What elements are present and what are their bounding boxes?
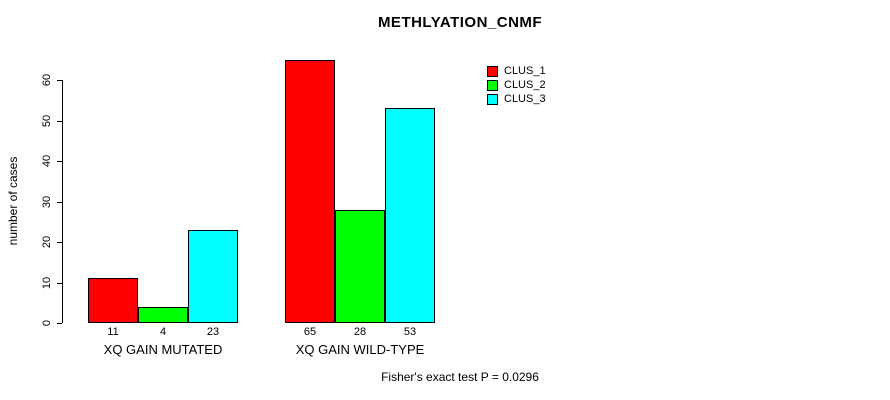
y-axis-tick-label: 50 [41,114,53,127]
bar-clus_1-group2 [285,59,335,323]
x-axis-group-label: XQ GAIN WILD-TYPE [295,342,425,357]
y-axis-tick-label: 20 [41,235,53,249]
legend-entry-clus_3: CLUS_3 [487,93,546,105]
y-axis-tick [57,120,62,122]
bar-clus_1-group1 [88,278,138,323]
bar-clus_2-group1 [138,306,188,323]
y-axis-tick [57,80,62,81]
legend-label: CLUS_2 [504,79,546,91]
legend-swatch-clus_2 [487,79,498,91]
legend-swatch-clus_3 [487,93,498,105]
legend-label: CLUS_1 [504,65,546,77]
bar-value-label: 4 [159,326,167,338]
y-axis-title: number of cases [6,156,20,246]
y-axis-tick-label: 60 [41,73,53,87]
bar-value-label: 23 [206,326,220,338]
legend-entry-clus_2: CLUS_2 [487,79,546,91]
x-axis-group-label: XQ GAIN MUTATED [103,342,223,357]
y-axis-tick-label: 10 [41,276,53,289]
legend-swatch-clus_1 [487,65,498,77]
y-axis-tick-label: 40 [41,154,53,168]
bar-value-label: 65 [303,326,317,338]
legend-entry-clus_1: CLUS_1 [487,65,546,77]
bar-clus_3-group2 [385,108,435,323]
annotation-fishers-test: Fisher's exact test P = 0.0296 [381,370,539,384]
bar-clus_3-group1 [188,229,238,323]
y-axis-line [62,80,63,323]
bar-value-label: 53 [403,326,417,338]
y-axis-tick [57,242,62,243]
y-axis-tick [57,201,62,203]
legend-label: CLUS_3 [504,93,546,105]
chart-title: METHLYATION_CNMF [377,14,543,31]
bar-value-label: 11 [107,326,119,338]
y-axis-tick-label: 0 [41,319,53,327]
y-axis-tick-label: 30 [41,195,53,208]
bar-clus_2-group2 [335,209,385,323]
y-axis-tick [57,161,62,162]
y-axis-tick [57,282,62,284]
y-axis-tick [57,323,62,324]
bar-value-label: 28 [353,326,367,338]
